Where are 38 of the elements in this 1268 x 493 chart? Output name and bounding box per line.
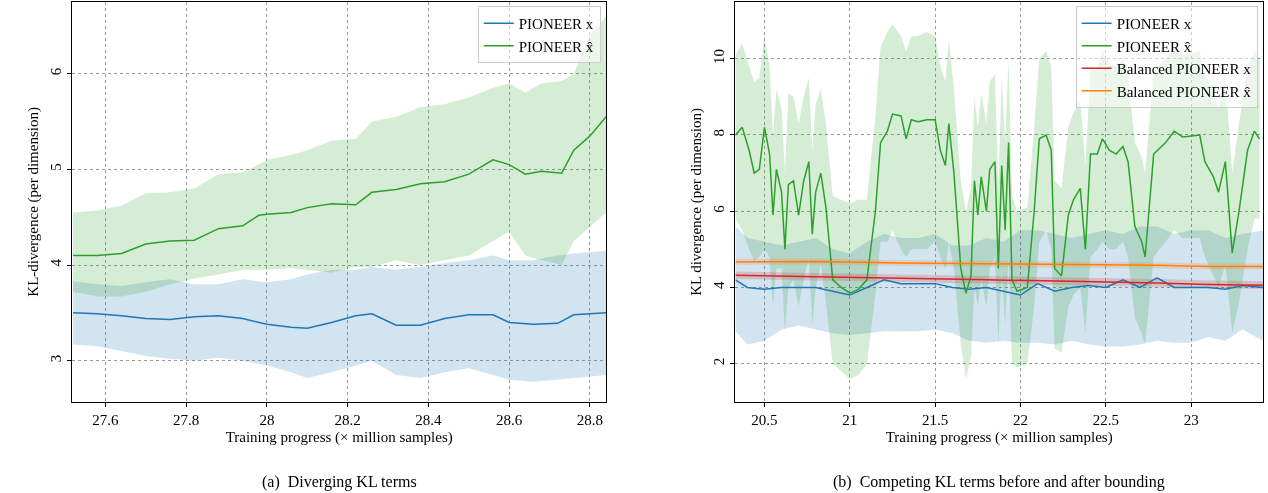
x-tick-label: 21.5 (922, 411, 949, 428)
line-series (735, 277, 1263, 296)
y-tick-label: 3 (48, 354, 65, 363)
text: (b) Competing KL terms before and after bounding (833, 473, 1165, 491)
x-tick-label: 22.5 (1092, 411, 1120, 428)
y-axis-title: KL divergence (per dimension) (687, 107, 705, 296)
x-tick-label: 28.2 (334, 411, 361, 428)
line-series (72, 312, 607, 329)
line-series (735, 113, 1261, 294)
x-tick-label: 27.6 (92, 411, 120, 428)
y-tick-label: 4 (48, 258, 65, 267)
y-tick-label: 8 (711, 128, 728, 137)
x-tick-label: 23 (1183, 411, 1199, 428)
x-axis-title: Training progress (× million samples) (885, 428, 1113, 446)
x-tick-label: 21 (842, 411, 858, 428)
x-tick-label: 28.6 (496, 411, 523, 428)
x-tick-label: 28 (259, 411, 275, 428)
y-tick-label: 5 (48, 163, 65, 171)
line-series (72, 116, 607, 257)
x-tick-label: 22 (1013, 411, 1029, 428)
legend-label: PIONEER x̂ (1116, 38, 1192, 55)
legend-label: PIONEER x (518, 16, 594, 33)
x-tick-label: 28.4 (415, 411, 443, 428)
y-tick-label: 2 (711, 357, 728, 366)
y-tick-label: 10 (711, 49, 728, 65)
legend-label: PIONEER x̂ (518, 38, 594, 55)
legend-label: PIONEER x (1116, 16, 1192, 33)
y-tick-label: 6 (711, 204, 728, 213)
x-tick-label: 28.8 (576, 411, 604, 428)
legend-label: Balanced PIONEER x̂ (1116, 83, 1252, 100)
x-tick-label: 27.8 (173, 411, 200, 428)
y-tick-label: 6 (48, 67, 65, 76)
y-tick-label: 4 (711, 280, 728, 289)
legend-label: Balanced PIONEER x (1116, 61, 1252, 78)
x-axis-title: Training progress (× million samples) (225, 428, 453, 446)
text: (a) Diverging KL terms (262, 473, 417, 491)
x-tick-label: 20.5 (751, 411, 778, 428)
y-axis-title: KL-divergence (per dimension) (24, 107, 42, 297)
